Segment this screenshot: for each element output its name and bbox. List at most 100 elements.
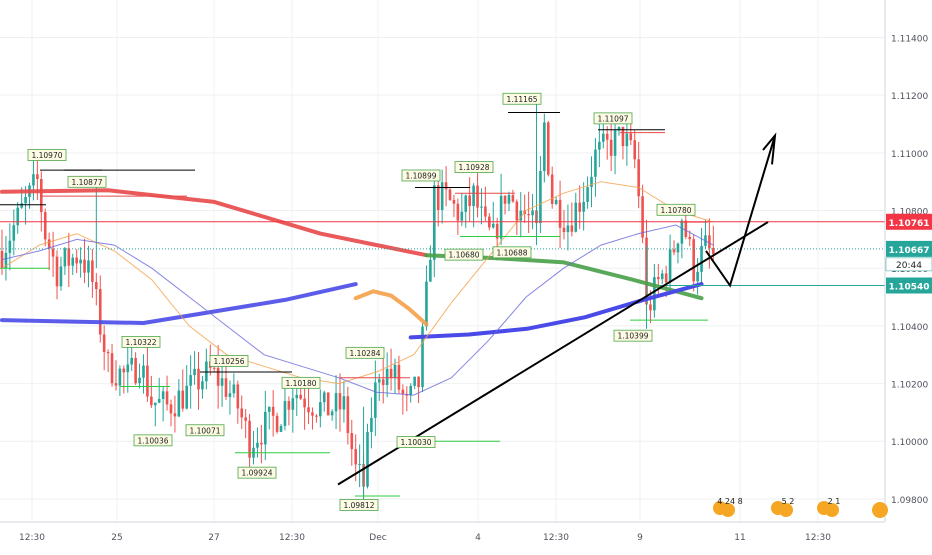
- candle-body: [456, 203, 460, 221]
- ma-orange-line: [353, 289, 429, 327]
- candle-body: [236, 384, 240, 409]
- pivot-label-box: [401, 169, 441, 182]
- candle-body: [169, 404, 173, 414]
- x-tick-label: 11: [734, 533, 745, 543]
- candle-body: [283, 401, 287, 426]
- y-tick-label: 1.09800: [891, 496, 928, 506]
- pivot-label: 1.10780: [660, 206, 691, 215]
- candle-body: [629, 133, 633, 141]
- candle-body: [609, 139, 613, 156]
- candle-body: [271, 406, 275, 416]
- candle-body: [122, 368, 126, 373]
- candle-body: [354, 449, 357, 465]
- candle-body: [55, 256, 59, 287]
- candle-body: [153, 402, 157, 406]
- candle-body: [138, 377, 141, 384]
- candle-body: [165, 391, 169, 405]
- x-tick-label: 9: [637, 533, 643, 543]
- candle-body: [75, 257, 78, 264]
- ma-blue-line: [408, 282, 704, 340]
- candle-body: [338, 393, 342, 410]
- candle-body: [216, 367, 220, 386]
- candle-body: [71, 257, 75, 266]
- candle-body: [303, 398, 306, 408]
- candle-body: [499, 195, 503, 239]
- event-flag-icon[interactable]: [721, 503, 735, 517]
- event-flag-icon[interactable]: [825, 503, 839, 517]
- pivot-label-box: [492, 246, 532, 259]
- candle-body: [220, 378, 224, 386]
- candle-body: [95, 282, 98, 290]
- y-tick-label: 1.11400: [891, 34, 928, 44]
- pivot-label: 1.10071: [189, 426, 220, 435]
- pivot-label: 1.10399: [617, 332, 648, 341]
- candle-body: [24, 196, 27, 204]
- candle-body: [491, 223, 495, 228]
- pivot-label-box: [237, 466, 277, 479]
- candle-body: [319, 402, 322, 417]
- x-tick-label: 27: [208, 533, 219, 543]
- pivot-label: 1.10036: [137, 436, 168, 445]
- candle-body: [444, 182, 448, 190]
- pivot-label-box: [121, 335, 161, 348]
- candle-body: [436, 185, 440, 210]
- candle-body: [381, 379, 385, 386]
- candle-body: [32, 174, 35, 186]
- pivot-label: 1.10256: [213, 357, 244, 366]
- candle-body: [397, 364, 401, 390]
- projection-arrow[interactable]: [705, 135, 776, 288]
- candle-body: [546, 122, 550, 175]
- candle-body: [613, 130, 617, 156]
- candle-body: [79, 259, 82, 264]
- resistance-price-label: 1.10761: [889, 219, 930, 229]
- candle-body: [550, 174, 554, 205]
- event-flag-icon[interactable]: [779, 503, 793, 517]
- price-axis[interactable]: [885, 0, 932, 550]
- candle-body: [495, 223, 499, 239]
- candle-body: [625, 133, 629, 147]
- candle-body: [531, 210, 534, 216]
- candle-body: [118, 368, 122, 386]
- candle-body: [295, 394, 299, 399]
- x-tick-label: 12:30: [805, 533, 831, 543]
- candle-body: [87, 260, 90, 273]
- candle-body: [503, 195, 507, 204]
- candle-body: [401, 389, 405, 394]
- pivot-label-box: [502, 92, 542, 105]
- candle-body: [67, 248, 71, 266]
- candle-body: [594, 149, 597, 177]
- y-tick-label: 1.10200: [891, 381, 928, 391]
- candle-body: [291, 398, 295, 410]
- candle-body: [8, 240, 12, 253]
- candle-body: [232, 384, 236, 394]
- candle-body: [102, 334, 106, 352]
- candle-body: [177, 390, 181, 417]
- candle-body: [468, 195, 471, 207]
- pivot-label-box: [67, 175, 107, 188]
- pivot-label: 1.10180: [285, 379, 316, 388]
- pivot-label: 1.09924: [241, 469, 272, 478]
- candle-body: [12, 225, 16, 241]
- candle-body: [598, 141, 601, 150]
- candle-body: [511, 195, 515, 202]
- pivot-label: 1.10680: [448, 251, 479, 260]
- x-tick-label: 12:30: [543, 533, 569, 543]
- candle-body: [480, 206, 483, 208]
- pivot-label-box: [613, 329, 653, 342]
- pivot-label: 1.10322: [125, 338, 156, 347]
- candle-body: [63, 248, 67, 267]
- x-tick-label: Dec: [369, 533, 386, 543]
- pivot-label-box: [656, 203, 696, 216]
- candle-body: [617, 127, 621, 131]
- candle-body: [173, 413, 177, 417]
- candle-body: [582, 201, 585, 212]
- event-flag-icon[interactable]: [872, 502, 888, 518]
- candle-body: [346, 396, 350, 434]
- candle-body: [680, 220, 684, 244]
- candle-body: [586, 187, 589, 202]
- candle-body: [256, 442, 259, 448]
- candle-body: [130, 357, 133, 365]
- candle-body: [59, 266, 63, 287]
